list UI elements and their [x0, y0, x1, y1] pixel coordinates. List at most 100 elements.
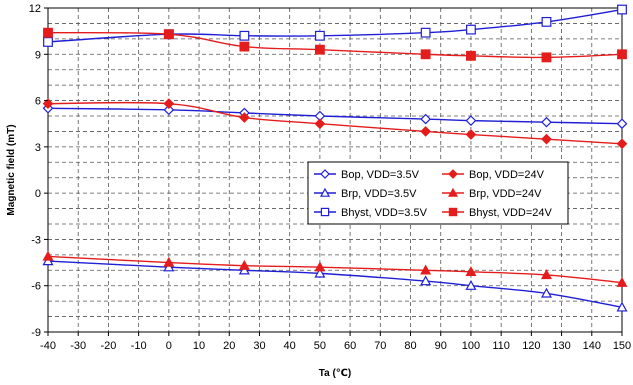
data-point [319, 187, 331, 197]
legend-label: Bop, VDD=24V [469, 169, 545, 181]
x-axis-label: Ta (℃) [319, 368, 351, 379]
data-point [617, 49, 627, 60]
x-tick-label: 0 [166, 340, 172, 352]
x-tick-label: 150 [613, 340, 631, 352]
data-point [541, 16, 552, 27]
data-point [540, 269, 552, 280]
legend-item: Brp, VDD=24V [442, 187, 542, 200]
x-tick-label: 60 [344, 340, 356, 352]
data-point [239, 41, 250, 52]
x-tick-label: 100 [462, 340, 480, 352]
y-tick-label: -6 [31, 281, 41, 293]
data-point [420, 126, 431, 137]
data-point [541, 52, 552, 63]
plot-area-frame [47, 7, 623, 333]
y-tick-label: 12 [29, 3, 41, 15]
legend-label: Brp, VDD=3.5V [341, 188, 417, 200]
data-point [314, 267, 326, 278]
x-tick-label: 40 [284, 340, 296, 352]
x-tick-label: -10 [131, 340, 147, 352]
data-point [616, 118, 628, 130]
y-tick-label: 9 [35, 49, 41, 61]
x-tick-label: -30 [70, 340, 86, 352]
x-tick-label: 10 [193, 340, 205, 352]
data-point [420, 275, 432, 286]
legend-label: Bop, VDD=3.5V [341, 169, 420, 181]
data-point [238, 259, 250, 270]
series-bhyst-vdd-3-5v [43, 4, 627, 47]
x-tick-label: 50 [314, 340, 326, 352]
legend: Bop, VDD=3.5V Bop, VDD=24V Brp, VDD=3.5V Br… [307, 161, 569, 225]
data-point [420, 264, 432, 275]
y-tick-label: 3 [35, 142, 41, 154]
x-tick-label: 20 [223, 340, 235, 352]
x-tick-label: 130 [552, 340, 570, 352]
x-tick-label: 120 [522, 340, 540, 352]
data-point [616, 301, 628, 312]
data-point [540, 287, 552, 298]
data-point [163, 256, 175, 267]
data-point [616, 138, 628, 150]
data-point [163, 98, 175, 110]
data-point [314, 118, 326, 130]
data-point [465, 279, 477, 290]
series-line [47, 255, 623, 284]
x-tick-labels: -40 -30 -20 -10 0 10 20 30 40 50 60 70 80 90 100 110 120… [40, 332, 631, 352]
y-axis-label: Magnetic field (mT) [6, 124, 17, 215]
series-layer [42, 4, 628, 312]
data-point [314, 44, 325, 55]
data-point [616, 276, 628, 287]
y-tick-label: 6 [35, 96, 41, 108]
x-tick-label: 80 [404, 340, 416, 352]
legend-item: Bhyst, VDD=24V [442, 207, 553, 219]
data-point [320, 207, 330, 217]
x-tick-label: 110 [492, 340, 510, 352]
data-point [447, 187, 459, 197]
data-point [163, 104, 175, 116]
data-point [541, 116, 552, 128]
legend-label: Brp, VDD=24V [469, 188, 542, 200]
data-point [448, 169, 458, 179]
data-point [465, 266, 477, 277]
y-tick-label: -3 [31, 234, 41, 246]
data-point [239, 30, 250, 41]
data-point [466, 50, 476, 61]
legend-item: Brp, VDD=3.5V [314, 187, 417, 200]
series-brp-vdd-24v [42, 250, 628, 287]
data-point [239, 112, 250, 123]
legend-box [307, 161, 569, 225]
data-point [320, 169, 330, 179]
x-tick-label: 30 [253, 340, 265, 352]
data-point [465, 115, 477, 126]
series-bop-vdd-24v [42, 98, 628, 150]
data-point [43, 37, 53, 47]
data-point [466, 24, 476, 35]
series-line [47, 8, 623, 43]
x-tick-label: -20 [100, 340, 116, 352]
y-tick-label: 0 [35, 188, 41, 200]
data-point [420, 113, 431, 125]
x-tick-label: 90 [435, 340, 447, 352]
legend-label: Bhyst, VDD=24V [469, 207, 553, 219]
data-point [448, 207, 458, 217]
data-point [541, 133, 552, 145]
data-point [43, 27, 53, 38]
series-brp-vdd-3-5v [42, 255, 628, 312]
data-point [465, 129, 477, 140]
legend-item: Bop, VDD=24V [442, 169, 545, 181]
data-point [314, 261, 326, 272]
data-point [42, 250, 54, 261]
data-point [163, 29, 174, 40]
data-point [42, 98, 54, 110]
series-bhyst-vdd-24v [43, 27, 627, 63]
data-point [314, 30, 325, 41]
x-tick-label: -40 [40, 340, 56, 352]
y-tick-label: -9 [31, 327, 41, 339]
data-point [420, 27, 431, 38]
legend-item: Bop, VDD=3.5V [314, 169, 420, 181]
y-tick-labels: -9 -6 -3 0 3 6 9 12 [29, 3, 48, 339]
x-tick-label: 140 [583, 340, 601, 352]
data-point [420, 49, 431, 60]
data-point [617, 4, 627, 15]
